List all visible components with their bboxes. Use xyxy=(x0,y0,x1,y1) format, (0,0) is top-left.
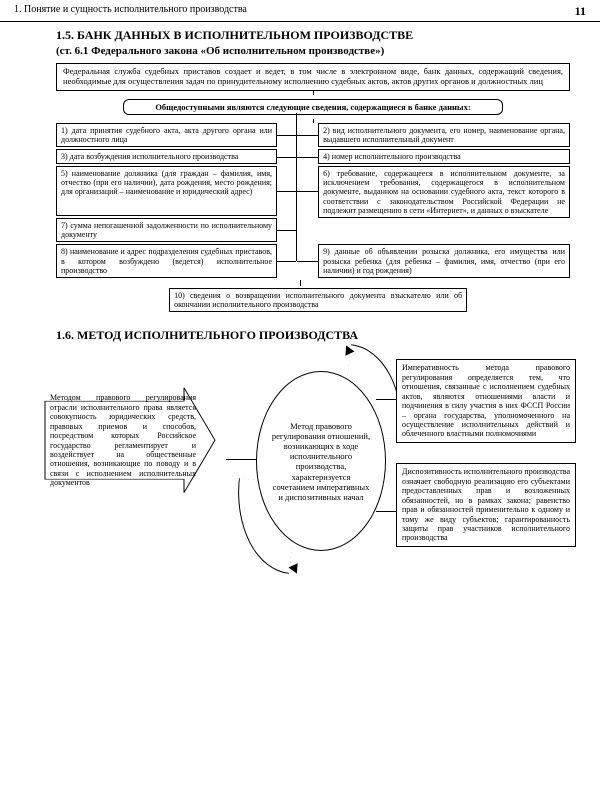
oval-text: Метод правового регулирования отношений,… xyxy=(271,421,371,503)
dispositive-box: Диспозитивность исполнительного производ… xyxy=(396,463,576,547)
item-1: 1) дата принятия судебного акта, акта др… xyxy=(56,123,277,147)
connector xyxy=(313,91,314,95)
method-oval: Метод правового регулирования отношений,… xyxy=(256,371,386,551)
section-1-5-subtitle: (ст. 6.1 Федерального закона «Об исполни… xyxy=(56,45,570,57)
page-content: 1.5. БАНК ДАННЫХ В ИСПОЛНИТЕЛЬНОМ ПРОИЗВ… xyxy=(0,22,600,571)
method-definition-box: Методом правового регулирования отрасли … xyxy=(44,387,216,493)
imperative-text: Императивность метода правового регулиро… xyxy=(402,363,570,438)
dispositive-text: Диспозитивность исполнительного производ… xyxy=(402,467,570,542)
arrowhead-icon xyxy=(289,564,302,576)
item-2: 2) вид исполнительного документа, его но… xyxy=(318,123,570,147)
imperative-box: Императивность метода правового регулиро… xyxy=(396,359,576,443)
public-data-box: Общедоступными являются следующие сведен… xyxy=(123,99,503,115)
method-diagram: Метод правового регулирования отношений,… xyxy=(56,351,570,571)
connector xyxy=(376,399,398,400)
page-number: 11 xyxy=(575,4,586,19)
item-4: 4) номер исполнительного производства xyxy=(318,149,570,164)
data-bank-grid: 1) дата принятия судебного акта, акта др… xyxy=(56,123,570,278)
item-6: 6) требование, содержащееся в исполнител… xyxy=(318,166,570,218)
item-5: 5) наименование должника (для граждан – … xyxy=(56,166,277,216)
item-7: 7) сумма непогашенной задолженности по и… xyxy=(56,218,277,242)
method-definition-text: Методом правового регулирования отрасли … xyxy=(50,393,196,487)
connector xyxy=(376,511,398,512)
item-9: 9) данные об объявлении розыска должника… xyxy=(318,244,570,278)
section-1-6-title: 1.6. МЕТОД ИСПОЛНИТЕЛЬНОГО ПРОИЗВОДСТВА xyxy=(56,328,570,343)
section-1-5-title: 1.5. БАНК ДАННЫХ В ИСПОЛНИТЕЛЬНОМ ПРОИЗВ… xyxy=(56,28,570,43)
item-10: 10) сведения о возвращении исполнительно… xyxy=(169,288,467,312)
item-3: 3) дата возбуждения исполнительного прои… xyxy=(56,149,277,164)
chapter-label: 1. Понятие и сущность исполнительного пр… xyxy=(14,4,247,19)
page-header: 1. Понятие и сущность исполнительного пр… xyxy=(0,0,600,22)
item-8: 8) наименование и адрес подразделения су… xyxy=(56,244,277,278)
intro-box: Федеральная служба судебных приставов со… xyxy=(56,63,570,91)
